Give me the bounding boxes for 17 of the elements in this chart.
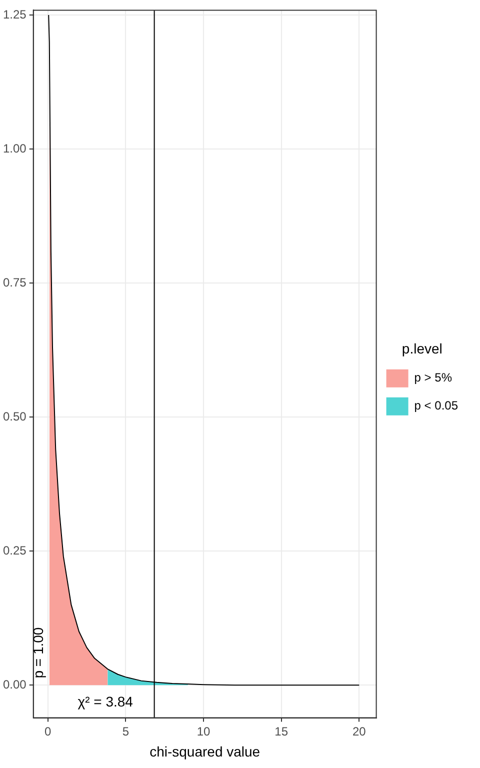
legend-label: p < 0.05 [414,398,458,413]
y-tick-label: 1.00 [2,141,27,156]
y-tick-label: 1.25 [2,7,27,22]
x-tick-label: 0 [44,724,52,738]
annotation: p = 1.00 [30,627,46,678]
legend-title: p.level [402,340,442,356]
annotation: χ² = 3.84 [78,694,134,710]
y-tick-label: 0.50 [2,409,27,424]
x-tick-label: 10 [196,724,210,738]
x-tick-label: 15 [274,724,288,738]
x-tick-label: 5 [122,724,130,738]
y-tick-label: 0.75 [2,275,27,290]
legend-label: p > 5% [414,370,452,385]
y-tick-label: 0.00 [2,677,27,692]
x-tick-label: 20 [352,724,366,738]
x-axis-title: chi-squared value [150,743,260,760]
y-tick-label: 0.25 [2,543,27,558]
